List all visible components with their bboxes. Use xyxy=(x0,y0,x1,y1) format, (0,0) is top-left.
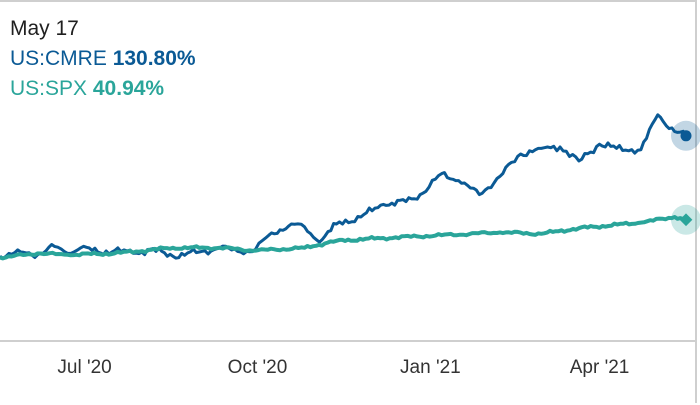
x-tick-label: Oct '20 xyxy=(228,357,288,378)
legend-ticker-cmre: US:CMRE xyxy=(10,47,107,70)
series-line-spx xyxy=(0,215,687,261)
x-tick-label: Apr '21 xyxy=(570,357,630,378)
x-tick-label: Jan '21 xyxy=(400,357,461,378)
chart-legend: May 17 US:CMRE 130.80% US:SPX 40.94% xyxy=(10,14,196,104)
series-line-cmre xyxy=(0,113,688,260)
legend-row-cmre: US:CMRE 130.80% xyxy=(10,44,196,74)
legend-row-spx: US:SPX 40.94% xyxy=(10,74,196,104)
legend-value-cmre: 130.80% xyxy=(112,47,196,70)
x-tick-label: Jul '20 xyxy=(57,357,111,378)
end-marker-cmre[interactable] xyxy=(680,130,692,142)
legend-ticker-spx: US:SPX xyxy=(10,77,88,100)
legend-date: May 17 xyxy=(10,17,79,40)
legend-value-spx: 40.94% xyxy=(92,77,165,100)
